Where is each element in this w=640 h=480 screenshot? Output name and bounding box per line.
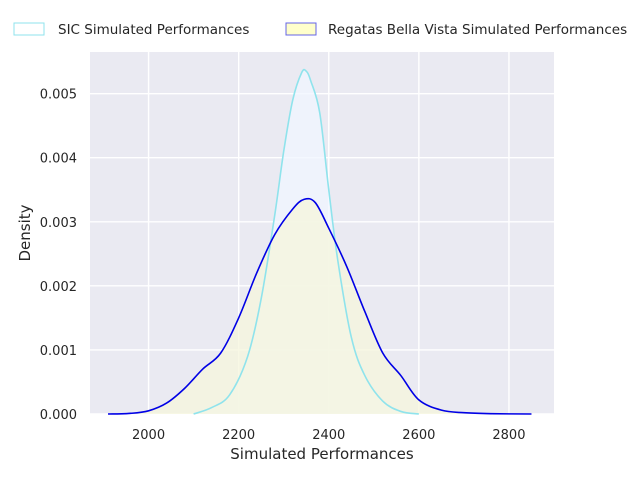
series-line-0 [193, 68, 419, 415]
legend-swatch-sic [13, 22, 45, 36]
series-fill-1 [108, 198, 532, 414]
legend-label-sic: SIC Simulated Performances [58, 22, 249, 38]
x-axis-label: Simulated Performances [230, 445, 414, 463]
y-axis: 0.000 0.001 0.002 0.003 0.004 0.005 [40, 88, 77, 423]
y-tick-label: 0.003 [40, 216, 77, 231]
y-axis-label: Density [16, 204, 34, 261]
y-tick-label: 0.002 [40, 280, 77, 295]
x-axis: 2000 2200 2400 2600 2800 [132, 428, 525, 443]
x-tick-label: 2600 [402, 428, 435, 443]
density-lines [107, 68, 532, 415]
y-tick-label: 0.000 [40, 408, 77, 423]
x-tick-label: 2000 [132, 428, 165, 443]
x-tick-label: 2200 [222, 428, 255, 443]
legend: SIC Simulated Performances Regatas Bella… [13, 22, 627, 38]
area-fills [108, 69, 532, 414]
x-tick-label: 2400 [312, 428, 345, 443]
y-tick-label: 0.005 [40, 88, 77, 103]
legend-swatch-regatas [285, 22, 317, 36]
series-line-1 [107, 197, 532, 415]
y-tick-label: 0.001 [40, 344, 77, 359]
y-tick-label: 0.004 [40, 152, 77, 167]
x-tick-label: 2800 [492, 428, 525, 443]
legend-label-regatas: Regatas Bella Vista Simulated Performanc… [328, 22, 627, 38]
